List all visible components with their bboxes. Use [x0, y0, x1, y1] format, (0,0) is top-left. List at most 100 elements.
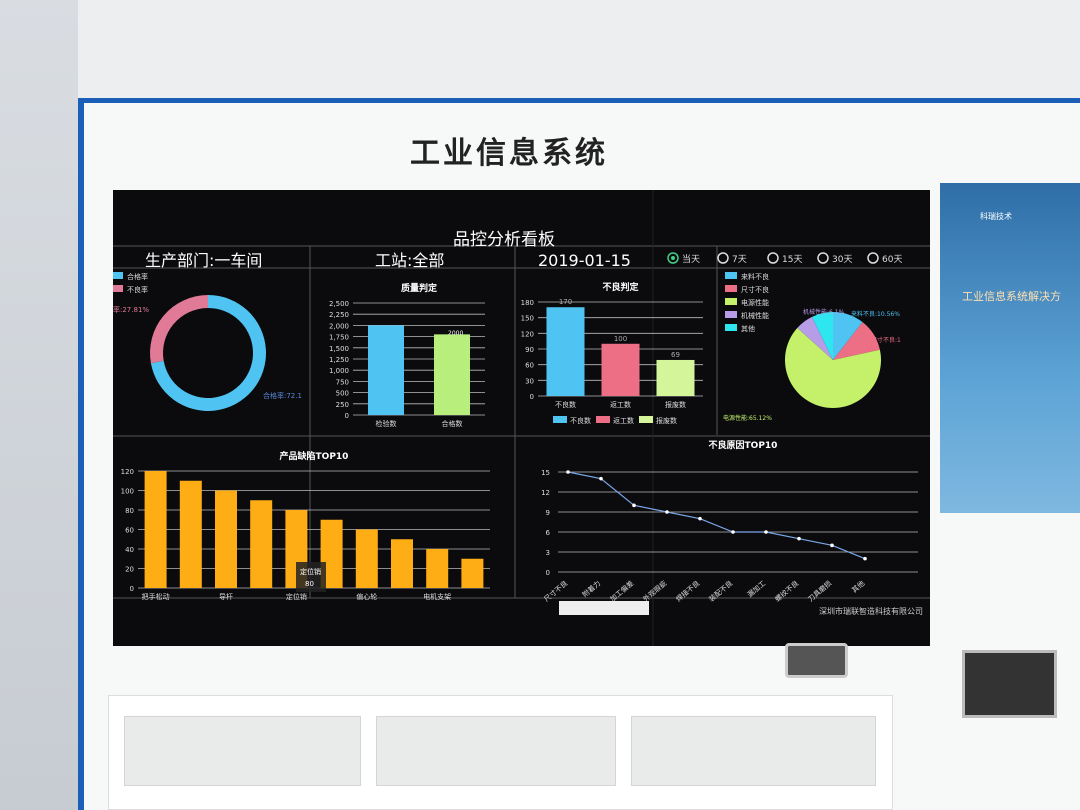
data-label: 2000: [448, 330, 463, 337]
data-point: [764, 530, 768, 534]
pie-slice: [833, 322, 880, 360]
legend-label: 电源性能: [741, 298, 769, 307]
dashboard-screen: 品控分析看板 生产部门:一车间 工站:全部 2019-01-15 当天 7天 15天…: [111, 190, 930, 646]
x-tick-label: 螺纹不良: [773, 579, 800, 604]
data-point: [698, 516, 702, 521]
x-tick-label: 报废数: [665, 400, 686, 409]
y-tick-label: 1,750: [329, 334, 349, 342]
dashboard: 品控分析看板 生产部门:一车间 工站:全部 2019-01-15 当天 7天 15天…: [111, 190, 930, 646]
y-tick-label: 2,500: [329, 300, 349, 308]
bar: [426, 549, 449, 588]
pie-label: 来料不良:10.56%: [851, 310, 900, 318]
legend-label: 机械性能: [741, 311, 769, 320]
pie-label: 机械性能:6.1%: [803, 308, 845, 316]
legend-label: 不良率: [127, 285, 148, 294]
y-tick-label: 80: [125, 507, 134, 515]
x-tick-label: 外观瑕疵: [641, 579, 668, 604]
legend-label: 返工数: [613, 416, 634, 425]
x-tick-label: 附着力: [580, 579, 602, 599]
x-tick-label: 合格数: [442, 419, 463, 428]
dashboard-title: 品控分析看板: [453, 230, 555, 250]
y-tick-label: 120: [121, 468, 134, 476]
range-radio[interactable]: [667, 252, 679, 264]
range-radio[interactable]: [867, 252, 879, 264]
y-tick-label: 60: [125, 527, 134, 535]
pie-label: 尺寸不良:1: [871, 336, 901, 344]
legend-label: 合格率: [127, 272, 148, 281]
range-label: 7天: [732, 255, 747, 265]
display-shelf: [108, 695, 893, 810]
data-point: [566, 470, 570, 474]
range-radio[interactable]: [767, 252, 779, 264]
y-tick-label: 750: [336, 378, 349, 386]
booth-title: 工业信息系统: [410, 136, 608, 171]
bar: [434, 334, 470, 415]
date-label: 2019-01-15: [538, 251, 631, 270]
range-label: 30天: [832, 255, 852, 265]
pie-label: 电源性能:65.12%: [723, 414, 772, 422]
tooltip: [296, 562, 326, 592]
bar: [601, 343, 640, 396]
y-tick-label: 15: [541, 469, 550, 477]
x-tick-label: 漏加工: [745, 579, 767, 599]
legend-swatch: [553, 416, 567, 423]
y-tick-label: 0: [130, 585, 134, 593]
legend-swatch: [725, 311, 737, 318]
legend-swatch: [725, 324, 737, 331]
poster-title: 工业信息系统解决方: [962, 290, 1061, 303]
data-point: [731, 530, 735, 534]
pie-slice: [797, 316, 833, 360]
pie-slice: [150, 295, 208, 364]
y-tick-label: 150: [521, 315, 534, 323]
y-tick-label: 6: [546, 529, 551, 537]
data-label: 69: [671, 351, 680, 359]
legend-swatch: [111, 285, 123, 292]
x-tick-label: 导杆: [219, 592, 233, 601]
x-tick-label: 焊接不良: [674, 579, 701, 604]
series-line: [567, 471, 866, 560]
chart-title: 质量判定: [401, 282, 438, 294]
chart-title: 不良原因TOP10: [709, 439, 778, 451]
x-tick-label: 不良数: [555, 400, 576, 409]
y-tick-label: 1,500: [329, 345, 349, 353]
legend-swatch: [725, 298, 737, 305]
tooltip-value: 80: [305, 580, 314, 588]
legend-swatch: [725, 272, 737, 279]
legend-swatch: [639, 416, 653, 423]
legend-swatch: [596, 416, 610, 423]
laptop-device: [962, 650, 1057, 718]
pie-slice: [833, 312, 863, 360]
y-tick-label: 20: [125, 566, 134, 574]
data-label: 170: [559, 298, 572, 306]
data-point: [863, 556, 867, 561]
bar: [355, 529, 378, 588]
legend-label: 其他: [741, 324, 755, 333]
x-tick-label: 偏心轮: [356, 592, 377, 601]
y-tick-label: 0: [345, 412, 349, 420]
data-point: [632, 503, 636, 508]
bar: [391, 539, 413, 588]
legend-swatch: [111, 272, 123, 279]
bar: [179, 480, 202, 588]
legend-label: 来料不良: [741, 272, 769, 281]
bar: [320, 519, 343, 588]
y-tick-label: 0: [530, 393, 534, 401]
donut-label: 合格率:72.1: [263, 391, 302, 400]
tooltip-label: 定位销: [300, 567, 321, 576]
ime-toolbar[interactable]: [559, 601, 649, 615]
y-tick-label: 12: [541, 489, 550, 497]
y-tick-label: 9: [546, 509, 550, 517]
y-tick-label: 1,000: [329, 367, 349, 375]
y-tick-label: 0: [546, 569, 550, 577]
bar: [215, 490, 237, 588]
x-tick-label: 刀具磨损: [806, 579, 833, 604]
y-tick-label: 180: [521, 299, 534, 307]
x-tick-label: 装配不良: [707, 579, 734, 604]
range-radio[interactable]: [817, 252, 829, 264]
company-footer: 深圳市瑞联智造科技有限公司: [819, 606, 923, 616]
chart-title: 不良判定: [602, 281, 639, 293]
range-radio[interactable]: [717, 252, 729, 264]
data-point: [665, 510, 669, 514]
x-tick-label: 返工数: [610, 400, 631, 409]
y-tick-label: 40: [125, 546, 134, 554]
